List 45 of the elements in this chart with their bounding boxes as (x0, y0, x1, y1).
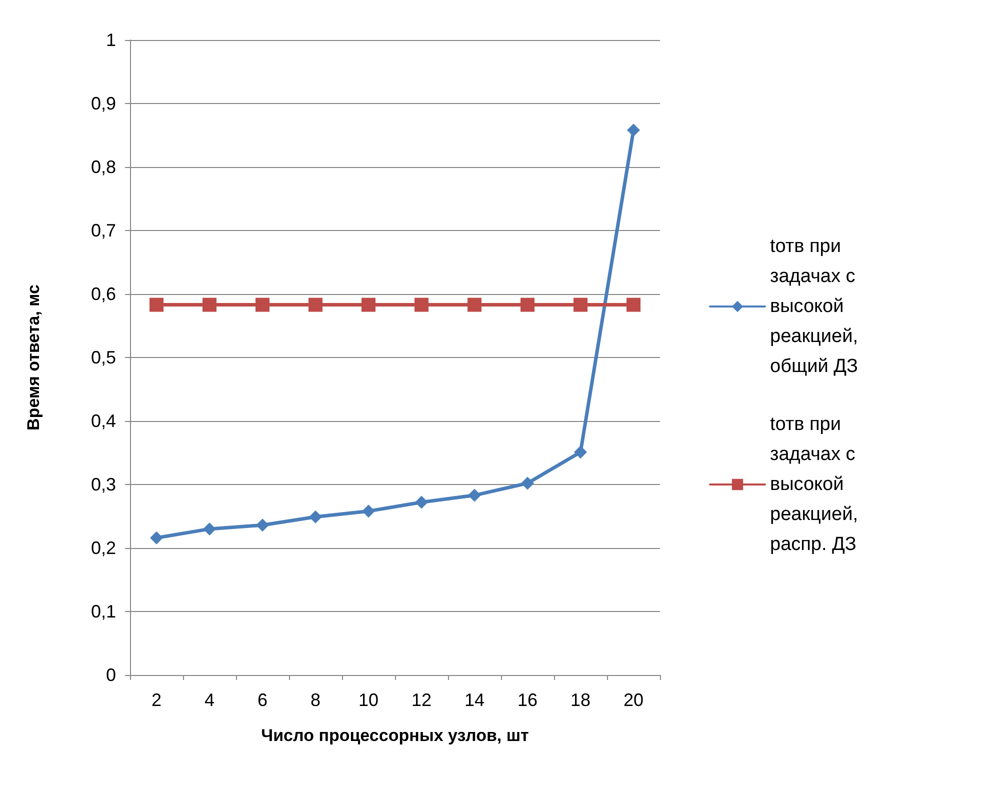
y-tick-label: 0,7 (90, 220, 116, 240)
y-tick-label: 0,6 (90, 284, 116, 304)
point (468, 298, 482, 312)
x-tick-label: 2 (151, 690, 162, 710)
x-axis-title: Число процессорных узлов, шт (261, 726, 529, 745)
point (521, 476, 534, 490)
point (468, 488, 481, 502)
x-tick-label: 12 (411, 690, 432, 710)
point (574, 298, 588, 312)
y-axis-title: Время ответа, мс (24, 284, 43, 430)
y-tick-label: 0,5 (90, 348, 116, 368)
legend-label: tотв при задачах с высокой реакцией, общий ДЗ (770, 236, 864, 377)
y-tick-label: 0,3 (90, 474, 116, 494)
point (309, 510, 322, 524)
x-tick-label: 16 (517, 690, 538, 710)
point (203, 522, 216, 536)
point (414, 298, 428, 312)
y-tick-label: 0 (106, 665, 116, 685)
y-tick-label: 0,9 (90, 94, 116, 114)
point (574, 446, 587, 459)
y-tick-label: 0,1 (90, 602, 116, 622)
point (626, 298, 640, 312)
x-tick-label: 18 (570, 690, 591, 710)
point (627, 124, 640, 137)
legend-label: tотв при задачах с высокой реакцией, распр. ДЗ (770, 414, 864, 555)
y-tick-label: 0,2 (90, 538, 116, 558)
point (415, 496, 428, 509)
point (202, 298, 216, 312)
point (520, 298, 534, 312)
point (150, 531, 163, 544)
x-tick-label: 6 (257, 690, 268, 710)
x-tick-label: 8 (310, 690, 321, 710)
y-tick-label: 1 (106, 30, 116, 50)
point (150, 298, 164, 312)
x-tick-label: 4 (204, 690, 215, 710)
x-tick-label: 20 (623, 690, 644, 710)
x-tick-label: 14 (464, 690, 485, 710)
point (308, 298, 322, 312)
y-tick-label: 0,4 (90, 411, 116, 431)
point (362, 298, 376, 312)
y-tick-label: 0,8 (90, 157, 116, 177)
x-tick-label: 10 (358, 690, 379, 710)
point (256, 298, 270, 312)
point (256, 518, 269, 532)
point (362, 504, 375, 518)
